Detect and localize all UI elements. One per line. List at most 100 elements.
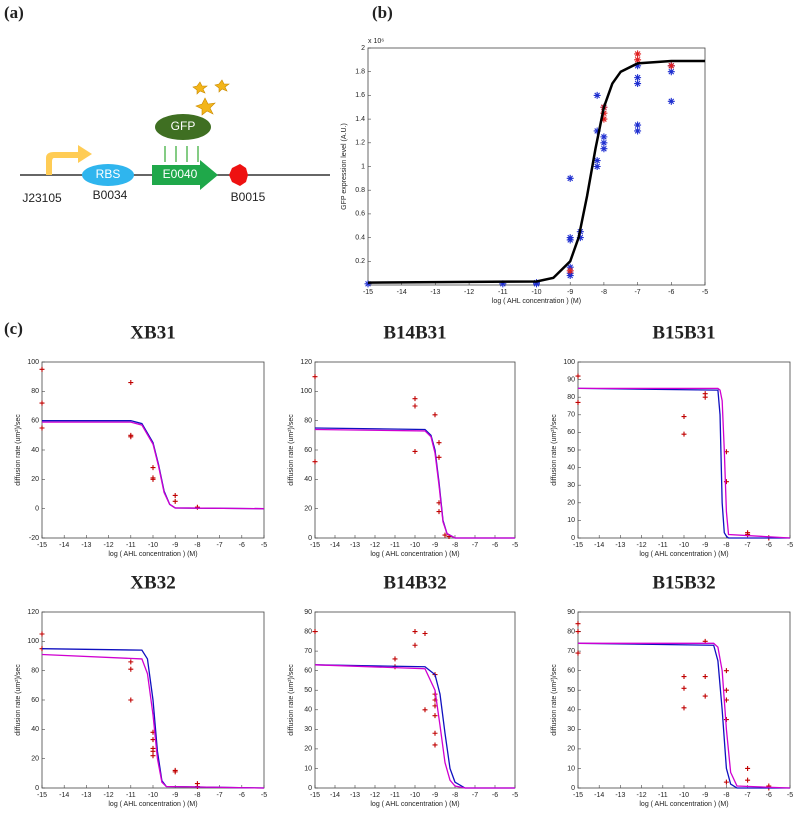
y-tick-label: 60 [31, 418, 39, 425]
data-point [412, 448, 418, 454]
protein-label: GFP [171, 119, 196, 133]
y-axis-label: GFP expression level (A.U.) [341, 123, 348, 210]
y-tick-label: 20 [304, 746, 312, 753]
y-tick-label: 100 [563, 359, 575, 366]
y-tick-label: 80 [567, 628, 575, 635]
x-tick-label: -14 [59, 792, 69, 799]
y-tick-label: 20 [567, 500, 575, 507]
chart: -15 -14 -13 -12 -11 -10 -9 -8 -7 -6 -5 0 20 40 60 80 100… [288, 322, 518, 557]
x-axis-label: log ( AHL concentration ) (M) [370, 551, 459, 558]
x-tick-label: -10 [679, 792, 689, 799]
y-tick-label: 0.4 [355, 234, 365, 241]
data-point [128, 666, 134, 672]
x-tick-label: -6 [492, 792, 498, 799]
x-tick-label: -13 [615, 542, 625, 549]
x-tick-label: -10 [679, 542, 689, 549]
y-tick-label: 60 [304, 668, 312, 675]
data-point [128, 380, 134, 386]
y-tick-label: -20 [29, 535, 39, 542]
data-point [432, 730, 438, 736]
x-tick-label: -8 [452, 792, 458, 799]
y-tick-label: 20 [31, 756, 39, 763]
panel-label: (a) [4, 3, 24, 22]
rbs-part-label: B0034 [93, 188, 128, 202]
x-tick-label: -15 [37, 792, 47, 799]
data-point [436, 509, 442, 515]
y-tick-label: 40 [567, 707, 575, 714]
chart: -15 -14 -13 -12 -11 -10 -9 -8 -7 -6 -5 0 10 20 30 40 50 6… [551, 572, 793, 807]
y-tick-label: 60 [304, 447, 312, 454]
data-point [436, 454, 442, 460]
x-tick-label: -11 [658, 542, 668, 549]
data-point [392, 656, 398, 662]
x-tick-label: -8 [194, 792, 200, 799]
y-tick-label: 120 [27, 609, 39, 616]
y-tick-label: 80 [31, 388, 39, 395]
data-point [422, 631, 428, 637]
x-tick-label: -8 [723, 792, 729, 799]
y-tick-label: 100 [27, 638, 39, 645]
y-tick-label: 10 [567, 517, 575, 524]
x-tick-label: -11 [126, 542, 136, 549]
data-point [681, 674, 687, 680]
x-tick-label: -9 [702, 792, 708, 799]
x-tick-label: -10 [410, 542, 420, 549]
y-tick-label: 40 [304, 476, 312, 483]
y-axis-label: diffusion rate (um²)/sec [15, 414, 22, 486]
rbs-shape [82, 164, 134, 186]
fit-curve [577, 642, 790, 789]
data-point [432, 742, 438, 748]
x-tick-label: -10 [148, 542, 158, 549]
y-tick-label: 0 [308, 785, 312, 792]
x-tick-label: -12 [637, 792, 647, 799]
x-tick-label: -6 [492, 542, 498, 549]
data-point [128, 659, 134, 665]
chart-title: XB31 [130, 322, 175, 343]
x-tick-label: -6 [239, 542, 245, 549]
y-tick-label: 20 [567, 746, 575, 753]
y-tick-label: 90 [567, 376, 575, 383]
data-point [575, 621, 581, 627]
x-tick-label: -9 [567, 289, 573, 296]
chart-title: B15B31 [652, 322, 715, 343]
x-tick-label: -11 [390, 542, 400, 549]
y-tick-label: 80 [567, 394, 575, 401]
y-tick-label: 1.2 [355, 140, 365, 147]
y-tick-label: 120 [300, 359, 312, 366]
fit-curve [314, 664, 515, 789]
x-tick-label: -15 [37, 542, 47, 549]
rbs-label: RBS [96, 167, 121, 181]
data-point [412, 403, 418, 409]
data-point [432, 713, 438, 719]
data-point [634, 127, 642, 135]
y-tick-label: 1.4 [355, 116, 365, 123]
data-point [600, 139, 608, 147]
data-point [681, 685, 687, 691]
data-point [39, 366, 45, 372]
gene-arrow [152, 160, 218, 190]
data-point [39, 425, 45, 431]
x-tick-label: -7 [472, 792, 478, 799]
x-tick-label: -5 [787, 542, 793, 549]
y-axis-label: diffusion rate (um²)/sec [288, 414, 295, 486]
y-tick-label: 0 [308, 535, 312, 542]
data-point [150, 476, 156, 482]
data-point [39, 631, 45, 637]
y-tick-label: 100 [27, 359, 39, 366]
data-point [128, 697, 134, 703]
y-tick-label: 0 [35, 785, 39, 792]
fit-curve [367, 59, 705, 284]
x-tick-label: -5 [702, 289, 708, 296]
y-tick-label: 80 [31, 668, 39, 675]
x-axis-label: log ( AHL concentration ) (M) [492, 298, 581, 305]
plot-area [577, 611, 791, 789]
x-tick-label: -14 [59, 542, 69, 549]
y-tick-label: 80 [304, 418, 312, 425]
y-tick-label: 0 [571, 785, 575, 792]
y-multiplier: x 10⁶ [368, 38, 384, 45]
x-axis-label: log ( AHL concentration ) (M) [108, 801, 197, 808]
y-axis-label: diffusion rate (um²)/sec [15, 664, 22, 736]
x-tick-label: -13 [350, 792, 360, 799]
x-tick-label: -10 [531, 289, 541, 296]
y-tick-label: 30 [567, 482, 575, 489]
